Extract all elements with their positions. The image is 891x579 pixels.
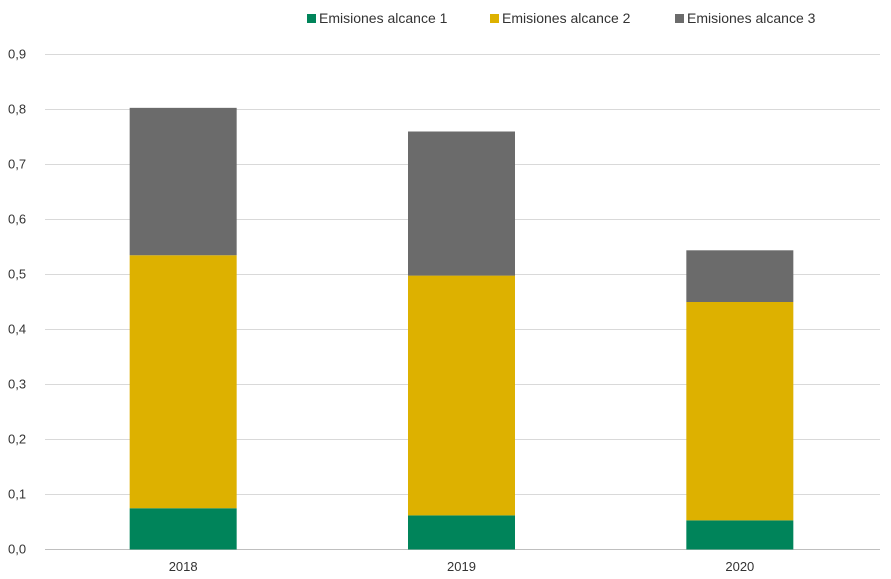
y-tick-label: 0,1 bbox=[8, 487, 26, 502]
legend-label-series-2: Emisiones alcance 2 bbox=[502, 10, 631, 26]
y-axis-tick-labels: 0,0 0,1 0,2 0,3 0,4 0,5 0,6 0,7 0,8 0,9 bbox=[8, 47, 26, 557]
y-tick-label: 0,7 bbox=[8, 157, 26, 172]
x-tick-label: 2018 bbox=[169, 559, 198, 574]
x-tick-label: 2020 bbox=[725, 559, 754, 574]
y-tick-label: 0,6 bbox=[8, 212, 26, 227]
legend-label-series-3: Emisiones alcance 3 bbox=[687, 10, 816, 26]
bars bbox=[129, 107, 794, 550]
y-tick-label: 0,9 bbox=[8, 47, 26, 62]
legend-swatch-series-1 bbox=[307, 14, 316, 23]
y-tick-label: 0,4 bbox=[8, 322, 26, 337]
x-axis-tick-labels: 2018 2019 2020 bbox=[169, 559, 755, 574]
bar-2019-series-1 bbox=[408, 515, 515, 550]
legend-label-series-1: Emisiones alcance 1 bbox=[319, 10, 448, 26]
y-tick-label: 0,5 bbox=[8, 267, 26, 282]
bar-2018-series-2 bbox=[129, 255, 237, 509]
bar-2020-series-1 bbox=[686, 520, 794, 550]
y-tick-label: 0,8 bbox=[8, 102, 26, 117]
bar-2020-series-3 bbox=[686, 250, 794, 302]
bar-2020-series-2 bbox=[686, 302, 794, 521]
y-tick-label: 0,2 bbox=[8, 432, 26, 447]
x-tick-label: 2019 bbox=[447, 559, 476, 574]
y-tick-label: 0,3 bbox=[8, 377, 26, 392]
bar-2018-series-3 bbox=[129, 107, 237, 256]
bar-2019-series-3 bbox=[408, 131, 515, 276]
y-tick-label: 0,0 bbox=[8, 542, 26, 557]
legend: Emisiones alcance 1 Emisiones alcance 2 Em… bbox=[307, 10, 816, 26]
legend-swatch-series-2 bbox=[490, 14, 499, 23]
bar-2019-series-2 bbox=[408, 275, 515, 516]
bar-2018-series-1 bbox=[129, 508, 237, 550]
legend-swatch-series-3 bbox=[675, 14, 684, 23]
